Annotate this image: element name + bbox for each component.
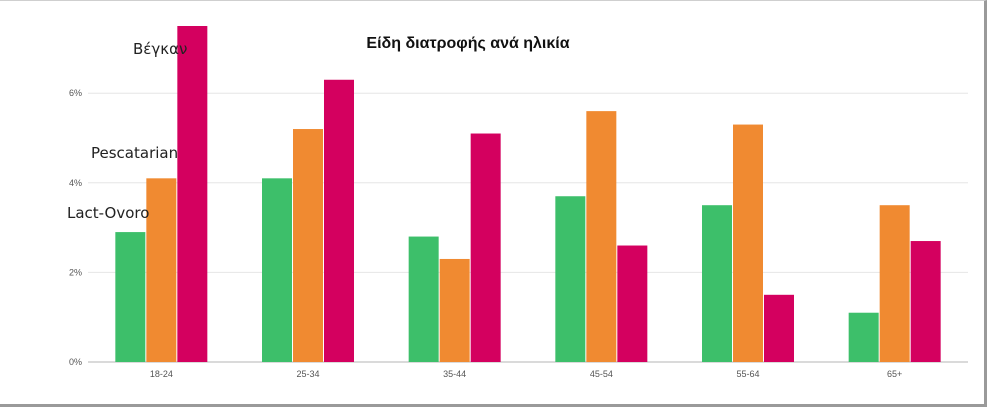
bar [262,178,292,362]
bar [115,232,146,362]
chart-title: Είδη διατροφής ανά ηλικία [366,35,569,52]
bars [115,26,941,363]
bar [702,205,732,362]
bar [733,124,763,362]
bar [764,294,794,362]
x-tick-label: 65+ [887,369,902,379]
bar [879,205,910,362]
y-tick-label: 4% [69,178,82,188]
bar [293,129,323,362]
y-tick-label: 6% [69,88,82,98]
x-tick-label: 25-34 [296,369,319,379]
x-tick-label: 18-24 [150,369,173,379]
bar [586,111,617,363]
bar [470,133,501,362]
bar [555,196,586,362]
y-tick-label: 0% [69,357,82,367]
y-tick-label: 2% [69,267,82,277]
x-tick-label: 45-54 [590,369,613,379]
bar [910,241,941,362]
bar [408,236,439,362]
bar [617,245,648,362]
bar [146,178,177,362]
bar [439,258,470,362]
series-labels: Lact-Ovoro Pescatarian Βέγκαν [67,40,187,222]
x-tick-label: 55-64 [736,369,759,379]
bar [324,79,354,362]
series-label: Βέγκαν [133,40,187,58]
x-tick-label: 35-44 [443,369,466,379]
bar [177,26,208,362]
bar [848,312,879,362]
series-label: Pescatarian [91,144,178,162]
tick-labels: 0% 2% 4% 6% 18-24 25-34 35-44 45-54 55-64 65+ [69,88,902,379]
gridlines [88,92,968,363]
series-label: Lact-Ovoro [67,204,149,222]
